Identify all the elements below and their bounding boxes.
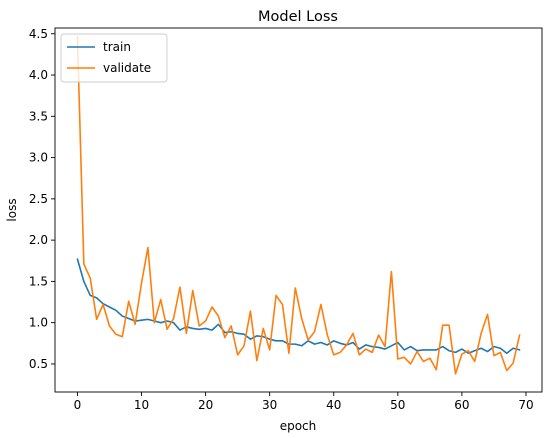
y-axis-label: loss bbox=[5, 198, 19, 221]
series-line-train bbox=[76, 258, 521, 355]
x-axis: 0 10 20 30 40 50 60 70 bbox=[74, 392, 534, 412]
legend-label-validate: validate bbox=[103, 61, 151, 75]
series-line-validate bbox=[76, 35, 521, 375]
y-tick-label: 1.0 bbox=[29, 316, 48, 330]
y-tick-label: 3.0 bbox=[29, 151, 48, 165]
y-axis: 0.5 1.0 1.5 2.0 2.5 3.0 3.5 4.0 4.5 bbox=[29, 27, 55, 371]
axes-frame bbox=[54, 27, 543, 393]
y-tick-label: 2.0 bbox=[29, 233, 48, 247]
x-tick-label: 0 bbox=[74, 398, 82, 412]
legend-box bbox=[60, 33, 168, 83]
x-tick-label: 30 bbox=[262, 398, 277, 412]
y-tick-label: 3.5 bbox=[29, 109, 48, 123]
y-tick-label: 4.0 bbox=[29, 68, 48, 82]
legend-label-train: train bbox=[103, 40, 131, 54]
y-tick-label: 0.5 bbox=[29, 357, 48, 371]
chart-title: Model Loss bbox=[258, 9, 338, 25]
x-axis-label: epoch bbox=[280, 419, 317, 433]
x-tick-label: 50 bbox=[390, 398, 405, 412]
y-tick-label: 4.5 bbox=[29, 27, 48, 41]
x-tick-label: 40 bbox=[326, 398, 341, 412]
y-tick-label: 1.5 bbox=[29, 274, 48, 288]
x-tick-label: 10 bbox=[134, 398, 149, 412]
y-tick-label: 2.5 bbox=[29, 192, 48, 206]
plot-area bbox=[76, 35, 521, 375]
x-tick-label: 70 bbox=[518, 398, 533, 412]
x-tick-label: 60 bbox=[454, 398, 469, 412]
x-tick-label: 20 bbox=[198, 398, 213, 412]
legend: train validate bbox=[60, 33, 168, 83]
